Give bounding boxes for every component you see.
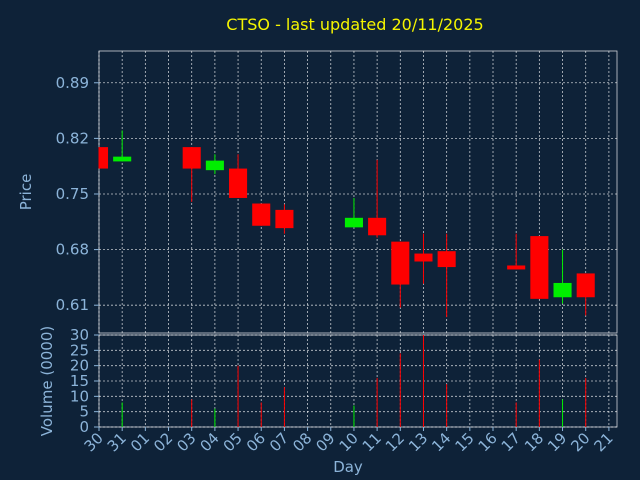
price-axis-label: Price — [17, 174, 35, 211]
candle-body — [99, 147, 109, 169]
candle-body — [576, 273, 595, 298]
volume-tick-label: 10 — [70, 387, 89, 405]
candle-body — [113, 156, 132, 162]
candle-body — [553, 282, 572, 298]
candle-body — [414, 253, 433, 262]
candle-body — [530, 236, 549, 299]
price-tick-label: 0.89 — [56, 74, 89, 92]
price-tick-label: 0.75 — [56, 185, 89, 203]
candle-body — [275, 209, 294, 229]
volume-tick-label: 20 — [70, 357, 89, 375]
candle-body — [391, 241, 410, 285]
x-tick-label: 21 — [590, 429, 616, 455]
candle-body — [507, 265, 526, 270]
price-plot-frame — [98, 50, 618, 334]
price-tick-label: 0.61 — [56, 296, 89, 314]
candle-body — [229, 168, 248, 198]
candle-body — [344, 217, 363, 228]
volume-axis-label: Volume (0000) — [38, 326, 56, 436]
volume-bars — [121, 335, 587, 427]
volume-tick-label: 5 — [79, 403, 89, 421]
candle-body — [252, 203, 271, 226]
candle-body — [182, 147, 201, 169]
volume-tick-label: 25 — [70, 341, 89, 359]
x-axis-ticks: 3031010203040506070809101112131415161718… — [81, 427, 617, 455]
candle-body — [205, 160, 224, 171]
x-axis-label: Day — [333, 458, 363, 476]
volume-tick-label: 0 — [79, 418, 89, 436]
chart-title: CTSO - last updated 20/11/2025 — [226, 15, 483, 34]
candles — [98, 130, 595, 318]
price-tick-label: 0.68 — [56, 241, 89, 259]
candle-body — [368, 217, 387, 236]
price-panel: 0.61 0.68 0.75 0.82 0.89 Price — [17, 50, 618, 334]
volume-tick-label: 30 — [70, 326, 89, 344]
price-y-ticks: 0.61 0.68 0.75 0.82 0.89 — [56, 74, 99, 314]
candle-body — [437, 251, 456, 268]
volume-tick-label: 15 — [70, 372, 89, 390]
price-tick-label: 0.82 — [56, 129, 89, 147]
